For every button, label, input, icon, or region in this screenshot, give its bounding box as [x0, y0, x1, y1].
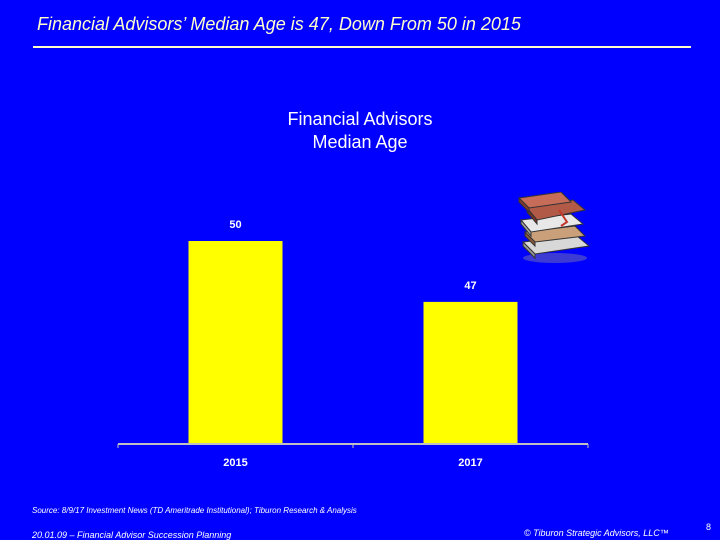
data-label-2015: 50 — [229, 219, 241, 231]
bar-2017 — [423, 301, 518, 444]
chart-title-line-2: Median Age — [312, 132, 408, 152]
data-label-2017: 47 — [464, 280, 476, 292]
bar-2015 — [188, 241, 283, 444]
page-number: 8 — [706, 522, 712, 532]
footer-presentation-name: 20.01.09 – Financial Advisor Succession … — [32, 530, 232, 540]
x-tick-label-2017: 2017 — [458, 457, 482, 469]
source-note: Source: 8/9/17 Investment News (TD Ameri… — [32, 506, 357, 515]
footer-copyright: © Tiburon Strategic Advisors, LLC™ — [524, 528, 669, 538]
title-divider — [33, 46, 691, 48]
chart-title: Financial Advisors Median Age — [210, 108, 510, 154]
books-icon — [517, 192, 591, 263]
slide-title: Financial Advisors’ Median Age is 47, Do… — [37, 14, 521, 34]
chart-title-line-1: Financial Advisors — [287, 109, 433, 129]
x-tick-label-2015: 2015 — [223, 457, 247, 469]
